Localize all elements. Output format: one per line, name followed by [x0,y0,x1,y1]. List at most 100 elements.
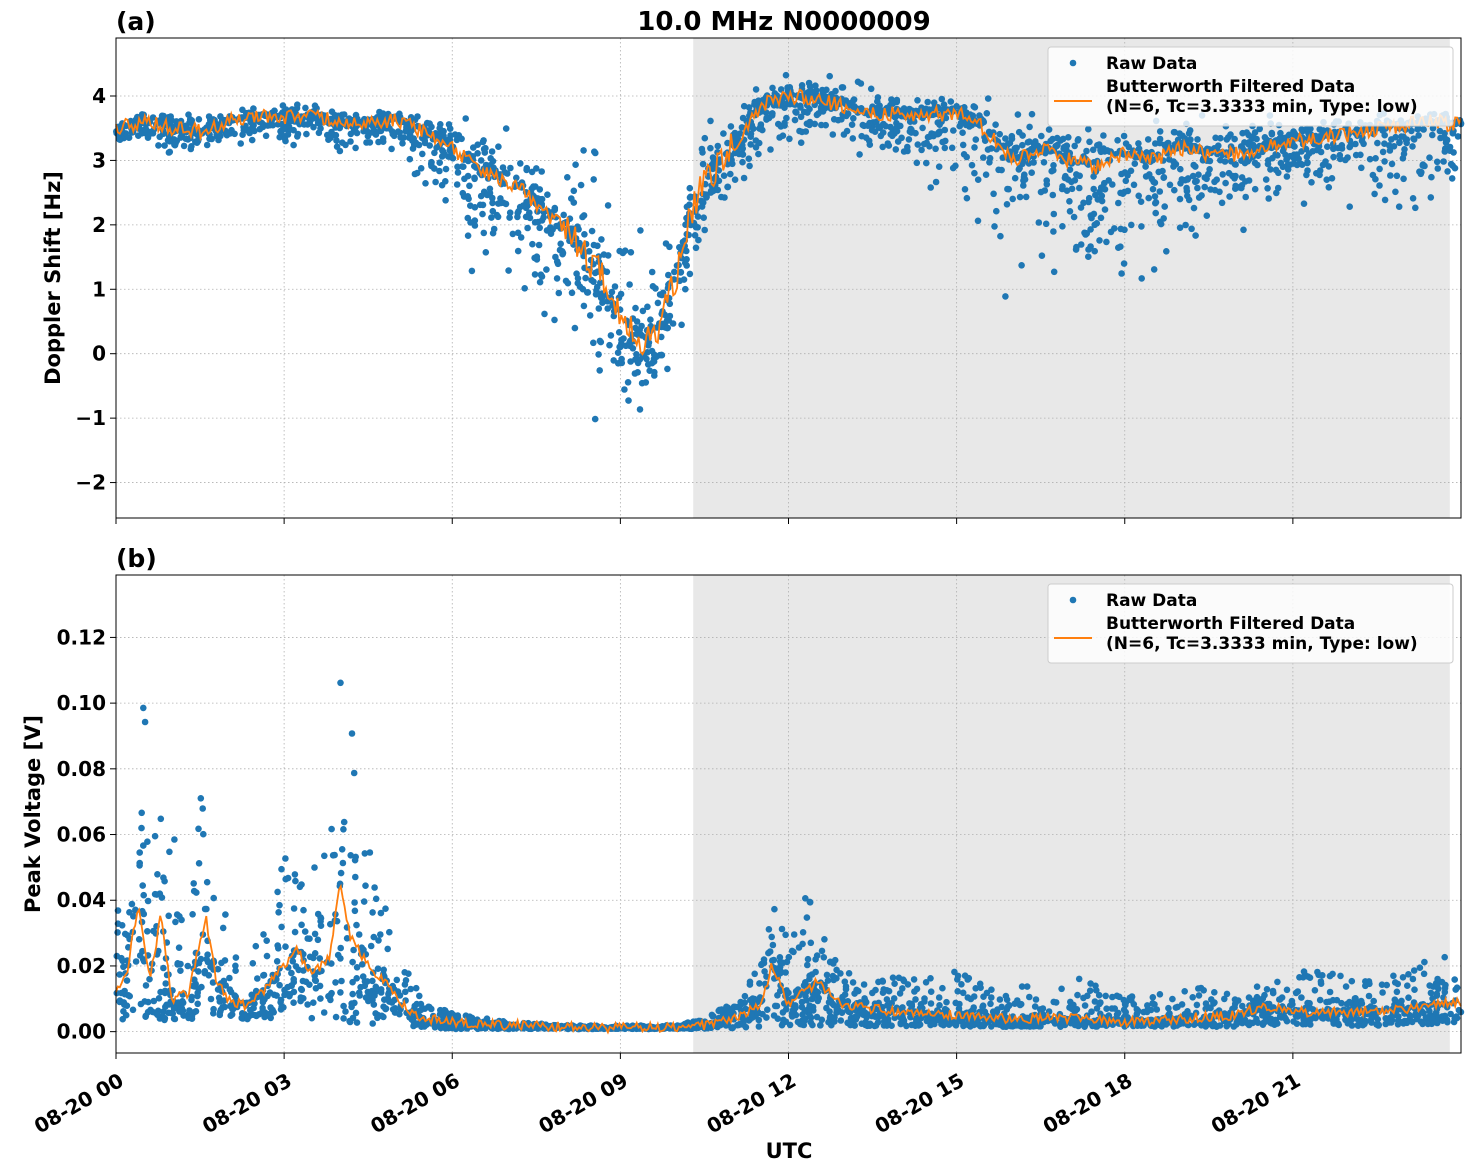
raw-data-point [431,165,438,172]
raw-data-point [1392,188,1399,196]
raw-data-point [1434,975,1441,983]
raw-data-point [1223,990,1231,998]
raw-data-point [291,871,299,878]
raw-data-point [817,1021,824,1029]
raw-data-point [210,1005,217,1013]
raw-data-point [338,846,346,853]
raw-data-point [823,86,830,94]
raw-data-point [136,849,143,856]
raw-data-point [1116,993,1123,1001]
raw-data-point [1392,133,1399,141]
raw-data-point [1242,193,1249,201]
raw-data-point [986,154,994,162]
raw-data-point [1177,165,1184,173]
raw-data-point [262,132,270,140]
raw-data-point [636,326,643,334]
raw-data-point [1366,155,1374,163]
raw-data-point [627,249,635,256]
raw-data-point [939,984,946,992]
raw-data-point [388,145,395,153]
raw-data-point [604,202,612,209]
raw-data-point [517,160,524,167]
raw-data-point [436,167,443,175]
raw-data-point [1166,181,1174,189]
raw-data-point [904,981,912,988]
raw-data-point [274,942,282,949]
raw-data-point [1317,978,1325,985]
raw-data-point [1028,110,1036,118]
raw-data-point [755,1023,763,1030]
raw-data-point [1138,275,1145,282]
raw-data-point [477,157,485,164]
raw-data-point [694,213,702,220]
raw-data-point [1183,187,1191,195]
raw-data-point [891,980,898,987]
raw-data-point [1156,991,1164,998]
raw-data-point [795,944,803,951]
raw-data-point [1259,1012,1266,1019]
raw-data-point [1294,988,1302,995]
raw-data-point [281,135,289,142]
raw-data-point [1410,967,1418,974]
raw-data-point [1100,132,1107,139]
raw-data-point [959,989,967,997]
raw-data-point [813,1013,821,1021]
raw-data-point [494,213,502,221]
raw-data-point [401,981,409,988]
raw-data-point [1439,1017,1446,1024]
raw-data-point [1203,212,1211,219]
raw-data-point [1163,248,1170,255]
y-tick-label: −2 [75,471,106,495]
raw-data-point [692,244,700,252]
raw-data-point [1409,143,1416,150]
raw-data-point [1059,135,1067,143]
raw-data-point [843,127,851,135]
raw-data-point [252,942,260,950]
raw-data-point [1424,1020,1432,1028]
raw-data-point [867,85,875,93]
raw-data-point [339,859,347,867]
raw-data-point [572,161,579,168]
raw-data-point [266,1011,273,1018]
raw-data-point [651,351,658,359]
raw-data-point [1325,184,1333,191]
raw-data-point [720,172,728,179]
raw-data-point [790,931,798,938]
raw-data-point [1411,986,1418,993]
raw-data-point [538,168,545,175]
raw-data-point [934,130,942,138]
raw-data-point [1238,174,1246,181]
raw-data-point [949,164,957,172]
raw-data-point [649,283,657,290]
raw-data-point [479,210,486,218]
raw-data-point [1060,144,1068,151]
raw-data-point [144,998,152,1006]
raw-data-point [1089,1022,1096,1030]
raw-data-point [707,187,715,195]
raw-data-point [941,1005,949,1013]
raw-data-point [1395,203,1403,210]
raw-data-point [610,357,617,364]
raw-data-point [1156,128,1164,135]
raw-data-point [421,139,429,147]
raw-data-point [147,130,154,137]
raw-data-point [796,127,803,135]
raw-data-point [1393,172,1401,180]
raw-data-point [745,155,753,162]
raw-data-point [1264,185,1271,192]
raw-data-point [184,962,192,970]
raw-data-point [488,214,495,221]
raw-data-point [514,213,521,221]
raw-data-point [367,942,375,950]
raw-data-point [1065,134,1072,141]
raw-data-point [1264,160,1272,168]
raw-data-point [938,95,946,103]
raw-data-point [353,921,360,929]
raw-data-point [294,133,301,140]
raw-data-point [1135,192,1142,200]
raw-data-point [974,176,982,183]
raw-data-point [292,877,299,885]
raw-data-point [1283,173,1291,180]
raw-data-point [193,889,200,896]
raw-data-point [1427,194,1435,201]
